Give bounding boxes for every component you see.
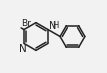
Text: H: H — [52, 21, 58, 30]
Text: Br: Br — [21, 19, 31, 28]
Text: N: N — [19, 44, 27, 54]
Text: N: N — [49, 21, 56, 31]
